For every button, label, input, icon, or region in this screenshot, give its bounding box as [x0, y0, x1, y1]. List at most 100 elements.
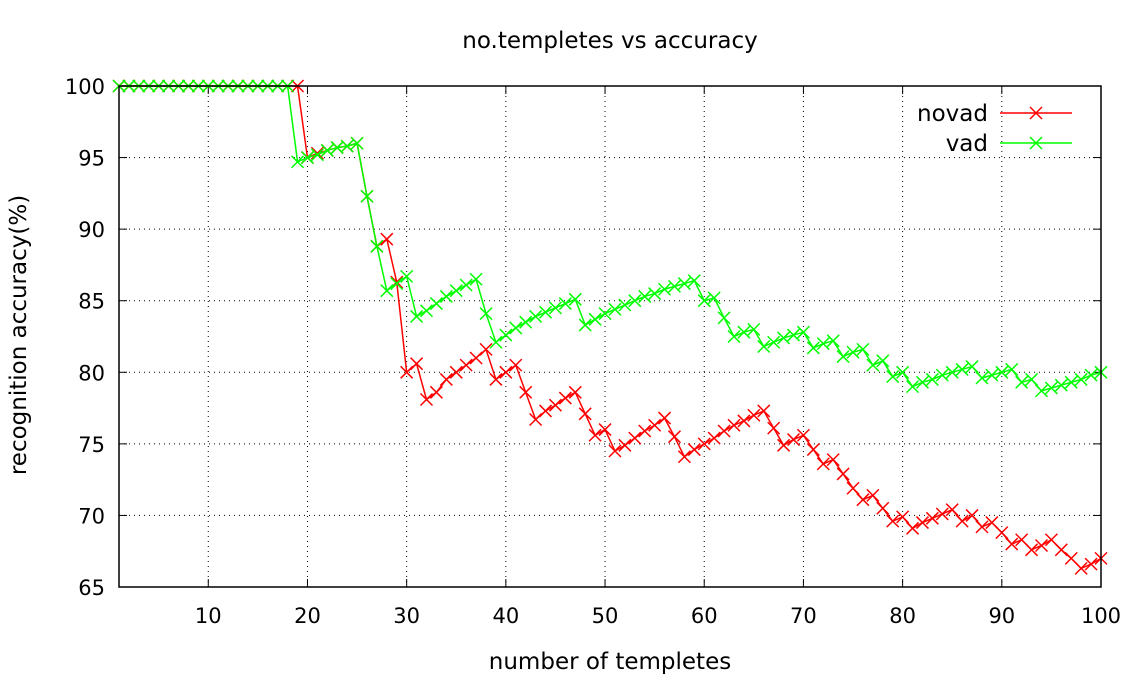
data-point-vad	[826, 334, 840, 348]
data-point-vad	[548, 301, 562, 315]
data-point-novad	[757, 404, 771, 418]
series-line-novad	[119, 85, 1102, 570]
data-point-vad	[400, 269, 414, 283]
data-point-novad	[499, 365, 513, 379]
data-point-novad	[856, 493, 870, 507]
data-point-vad	[995, 365, 1009, 379]
data-point-vad	[697, 294, 711, 308]
data-point-vad	[727, 329, 741, 344]
data-point-novad	[529, 412, 543, 427]
data-point-vad	[915, 375, 929, 389]
data-point-novad	[628, 431, 642, 445]
data-point-novad	[707, 431, 721, 445]
data-point-novad	[380, 232, 394, 246]
data-point-novad	[469, 351, 483, 365]
data-point-novad	[400, 365, 414, 379]
data-point-vad	[677, 277, 691, 291]
data-point-vad	[608, 302, 622, 316]
series-vad	[112, 79, 1108, 398]
data-point-vad	[489, 335, 503, 349]
data-point-vad	[310, 148, 324, 162]
y-tick-label: 85	[78, 290, 105, 314]
data-point-vad	[538, 305, 553, 319]
data-point-novad	[846, 481, 860, 495]
data-point-vad	[410, 309, 424, 323]
data-point-vad	[935, 368, 949, 382]
data-point-novad	[876, 501, 890, 515]
data-point-vad	[529, 309, 543, 323]
data-point-vad	[896, 365, 910, 379]
data-point-vad	[578, 318, 592, 332]
data-point-novad	[439, 372, 453, 386]
data-point-novad	[717, 424, 731, 438]
y-tick-label: 100	[65, 75, 105, 99]
y-tick-label: 70	[78, 504, 105, 528]
data-point-novad	[697, 437, 711, 451]
data-point-novad	[945, 503, 959, 517]
data-point-vad	[846, 345, 860, 359]
data-point-novad	[747, 408, 761, 422]
data-point-novad	[767, 421, 781, 435]
data-point-novad	[410, 357, 424, 371]
y-axis-label: recognition accuracy(%)	[6, 195, 32, 475]
data-point-vad	[687, 274, 701, 288]
data-point-novad	[519, 385, 533, 399]
data-point-novad	[479, 342, 493, 356]
data-point-novad	[548, 398, 562, 412]
data-point-vad	[380, 284, 394, 298]
data-point-vad	[667, 279, 682, 293]
data-point-novad	[935, 507, 949, 521]
data-point-vad	[1015, 375, 1029, 389]
data-point-vad	[856, 342, 870, 356]
data-point-vad	[955, 362, 969, 376]
data-point-novad	[310, 146, 324, 160]
data-point-novad	[1034, 538, 1049, 553]
x-tick-label: 50	[592, 604, 619, 628]
data-point-novad	[777, 438, 791, 452]
x-tick-label: 80	[889, 604, 916, 628]
data-point-novad	[658, 411, 672, 425]
data-point-vad	[1034, 384, 1049, 398]
data-point-novad	[786, 433, 801, 447]
y-tick-label: 65	[78, 576, 105, 600]
data-point-novad	[737, 414, 751, 428]
data-point-novad	[955, 514, 969, 528]
data-point-vad	[717, 311, 731, 325]
data-point-novad	[1074, 561, 1088, 575]
data-point-novad	[677, 450, 691, 464]
y-tick-label: 75	[78, 433, 105, 457]
data-point-vad	[985, 368, 999, 382]
data-point-novad	[489, 372, 503, 386]
data-point-vad	[836, 350, 850, 364]
data-point-novad	[648, 418, 662, 432]
data-point-vad	[419, 304, 434, 318]
y-tick-label: 95	[78, 147, 105, 171]
data-point-novad	[796, 428, 810, 442]
data-point-vad	[786, 328, 801, 342]
data-point-novad	[429, 385, 443, 399]
data-point-vad	[866, 358, 880, 372]
data-point-novad	[598, 423, 612, 437]
data-point-novad	[568, 385, 582, 399]
data-point-vad	[707, 291, 721, 305]
data-point-vad	[638, 289, 652, 303]
data-point-novad	[667, 430, 682, 444]
data-point-novad	[588, 428, 602, 442]
data-point-vad	[876, 354, 890, 368]
data-point-novad	[509, 358, 523, 372]
data-point-vad	[558, 297, 572, 311]
data-point-vad	[945, 365, 959, 379]
data-point-vad	[1054, 378, 1068, 392]
data-point-vad	[291, 155, 305, 169]
x-tick-label: 90	[988, 604, 1015, 628]
x-tick-label: 100	[1081, 604, 1121, 628]
legend-marker-vad	[1029, 136, 1043, 150]
data-point-novad	[896, 510, 910, 524]
data-point-novad	[578, 407, 592, 421]
legend-label-vad: vad	[946, 131, 988, 157]
data-point-vad	[658, 282, 672, 296]
legend-marker-novad	[1029, 106, 1043, 120]
data-point-vad	[429, 297, 443, 311]
data-point-vad	[628, 294, 642, 308]
